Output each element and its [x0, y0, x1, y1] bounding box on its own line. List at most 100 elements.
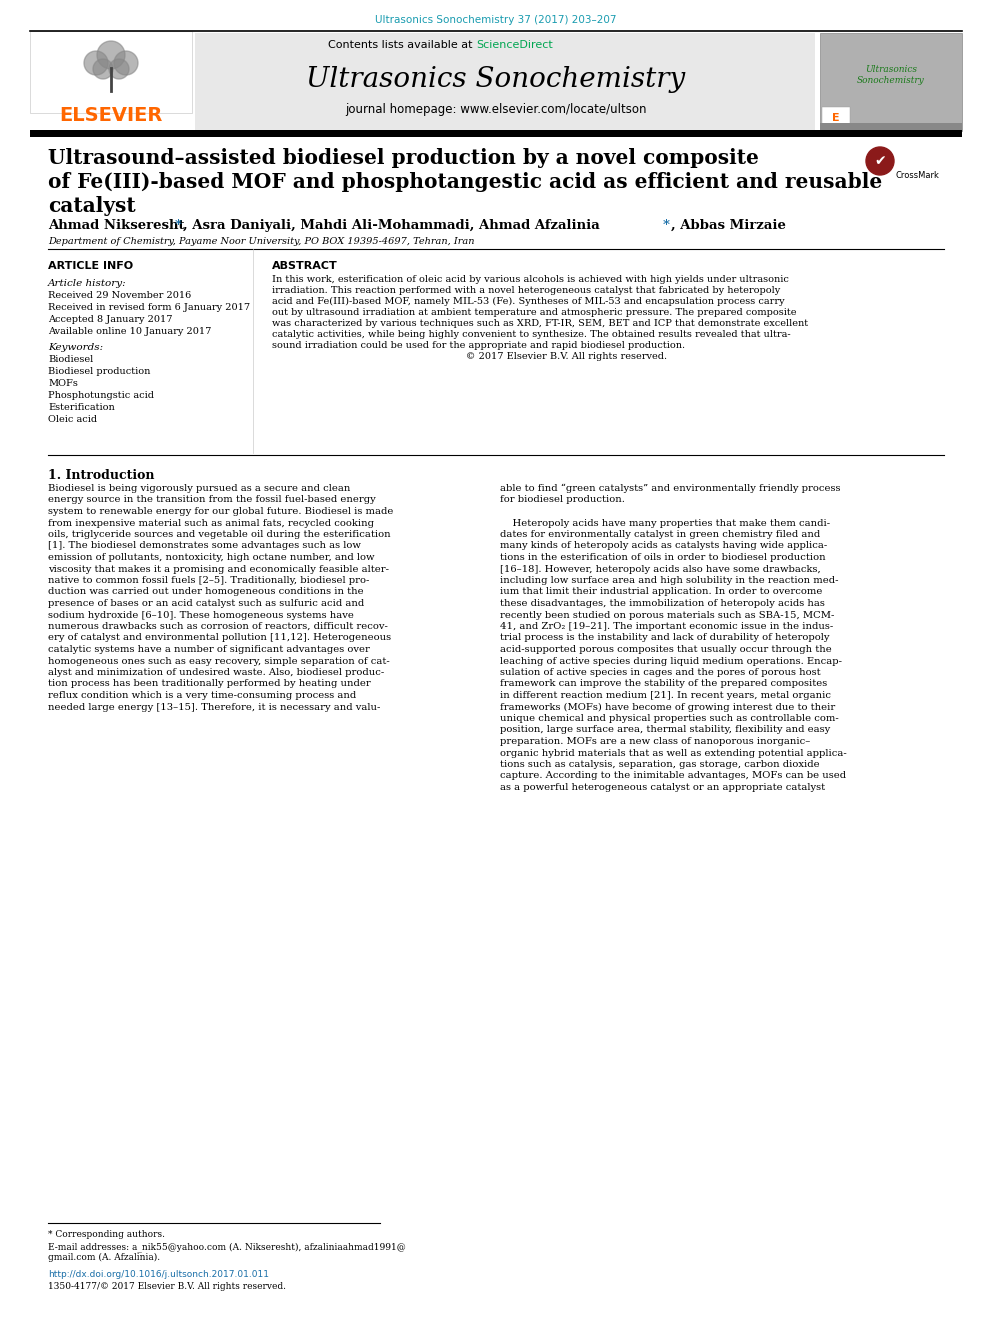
Text: , Abbas Mirzaie: , Abbas Mirzaie — [671, 220, 786, 232]
Text: many kinds of heteropoly acids as catalysts having wide applica-: many kinds of heteropoly acids as cataly… — [500, 541, 827, 550]
Text: Available online 10 January 2017: Available online 10 January 2017 — [48, 327, 211, 336]
Text: leaching of active species during liquid medium operations. Encap-: leaching of active species during liquid… — [500, 656, 842, 665]
Text: numerous drawbacks such as corrosion of reactors, difficult recov-: numerous drawbacks such as corrosion of … — [48, 622, 388, 631]
Text: MOFs: MOFs — [48, 378, 78, 388]
Text: emission of pollutants, nontoxicity, high octane number, and low: emission of pollutants, nontoxicity, hig… — [48, 553, 375, 562]
Text: energy source in the transition from the fossil fuel-based energy: energy source in the transition from the… — [48, 496, 376, 504]
Text: was characterized by various techniques such as XRD, FT-IR, SEM, BET and ICP tha: was characterized by various techniques … — [272, 319, 808, 328]
Text: E: E — [832, 112, 840, 123]
Text: Biodiesel: Biodiesel — [48, 355, 93, 364]
Text: out by ultrasound irradiation at ambient temperature and atmospheric pressure. T: out by ultrasound irradiation at ambient… — [272, 308, 797, 318]
Text: Heteropoly acids have many properties that make them candi-: Heteropoly acids have many properties th… — [500, 519, 830, 528]
Text: as a powerful heterogeneous catalyst or an appropriate catalyst: as a powerful heterogeneous catalyst or … — [500, 783, 825, 792]
Circle shape — [97, 41, 125, 69]
Text: gmail.com (A. Afzalinia).: gmail.com (A. Afzalinia). — [48, 1253, 160, 1262]
Text: journal homepage: www.elsevier.com/locate/ultson: journal homepage: www.elsevier.com/locat… — [345, 103, 647, 116]
Text: ✔: ✔ — [874, 153, 886, 168]
Text: Phosphotungstic acid: Phosphotungstic acid — [48, 392, 154, 400]
Text: tions in the esterification of oils in order to biodiesel production: tions in the esterification of oils in o… — [500, 553, 825, 562]
Text: homogeneous ones such as easy recovery, simple separation of cat-: homogeneous ones such as easy recovery, … — [48, 656, 390, 665]
Text: acid and Fe(III)-based MOF, namely MIL-53 (Fe). Syntheses of MIL-53 and encapsul: acid and Fe(III)-based MOF, namely MIL-5… — [272, 296, 785, 306]
Text: in different reaction medium [21]. In recent years, metal organic: in different reaction medium [21]. In re… — [500, 691, 831, 700]
Text: Ultrasound–assisted biodiesel production by a novel composite: Ultrasound–assisted biodiesel production… — [48, 148, 759, 168]
Text: Received 29 November 2016: Received 29 November 2016 — [48, 291, 191, 300]
Text: *: * — [175, 220, 182, 232]
Text: preparation. MOFs are a new class of nanoporous inorganic–: preparation. MOFs are a new class of nan… — [500, 737, 810, 746]
Text: recently been studied on porous materials such as SBA-15, MCM-: recently been studied on porous material… — [500, 610, 834, 619]
Bar — [820, 123, 962, 131]
Text: oils, triglyceride sources and vegetable oil during the esterification: oils, triglyceride sources and vegetable… — [48, 531, 391, 538]
Text: of Fe(III)-based MOF and phosphotangestic acid as efficient and reusable: of Fe(III)-based MOF and phosphotangesti… — [48, 172, 882, 192]
Text: from inexpensive material such as animal fats, recycled cooking: from inexpensive material such as animal… — [48, 519, 374, 528]
Bar — [822, 107, 850, 130]
Text: 1. Introduction: 1. Introduction — [48, 468, 155, 482]
Text: Department of Chemistry, Payame Noor University, PO BOX 19395-4697, Tehran, Iran: Department of Chemistry, Payame Noor Uni… — [48, 237, 474, 246]
Bar — [820, 33, 962, 131]
Text: for biodiesel production.: for biodiesel production. — [500, 496, 625, 504]
Text: tion process has been traditionally performed by heating under: tion process has been traditionally perf… — [48, 680, 371, 688]
Text: alyst and minimization of undesired waste. Also, biodiesel produc-: alyst and minimization of undesired wast… — [48, 668, 384, 677]
Text: ery of catalyst and environmental pollution [11,12]. Heterogeneous: ery of catalyst and environmental pollut… — [48, 634, 391, 643]
Text: ScienceDirect: ScienceDirect — [476, 40, 553, 50]
Text: Esterification: Esterification — [48, 404, 115, 411]
Text: catalytic systems have a number of significant advantages over: catalytic systems have a number of signi… — [48, 646, 370, 654]
Text: ium that limit their industrial application. In order to overcome: ium that limit their industrial applicat… — [500, 587, 822, 597]
Circle shape — [109, 60, 129, 79]
Text: acid-supported porous composites that usually occur through the: acid-supported porous composites that us… — [500, 646, 831, 654]
Text: * Corresponding authors.: * Corresponding authors. — [48, 1230, 165, 1240]
Text: 1350-4177/© 2017 Elsevier B.V. All rights reserved.: 1350-4177/© 2017 Elsevier B.V. All right… — [48, 1282, 286, 1291]
Circle shape — [84, 52, 108, 75]
Text: framework can improve the stability of the prepared composites: framework can improve the stability of t… — [500, 680, 827, 688]
Text: Biodiesel is being vigorously pursued as a secure and clean: Biodiesel is being vigorously pursued as… — [48, 484, 350, 493]
Text: ABSTRACT: ABSTRACT — [272, 261, 337, 271]
Text: tions such as catalysis, separation, gas storage, carbon dioxide: tions such as catalysis, separation, gas… — [500, 759, 819, 769]
Text: 41, and ZrO₂ [19–21]. The important economic issue in the indus-: 41, and ZrO₂ [19–21]. The important econ… — [500, 622, 833, 631]
Text: dates for environmentally catalyst in green chemistry filed and: dates for environmentally catalyst in gr… — [500, 531, 820, 538]
Text: presence of bases or an acid catalyst such as sulfuric acid and: presence of bases or an acid catalyst su… — [48, 599, 364, 609]
Text: Oleic acid: Oleic acid — [48, 415, 97, 423]
Text: Keywords:: Keywords: — [48, 343, 103, 352]
Text: system to renewable energy for our global future. Biodiesel is made: system to renewable energy for our globa… — [48, 507, 394, 516]
Text: Accepted 8 January 2017: Accepted 8 January 2017 — [48, 315, 173, 324]
Text: including low surface area and high solubility in the reaction med-: including low surface area and high solu… — [500, 576, 838, 585]
Bar — [30, 130, 962, 138]
Text: unique chemical and physical properties such as controllable com-: unique chemical and physical properties … — [500, 714, 839, 722]
Text: needed large energy [13–15]. Therefore, it is necessary and valu-: needed large energy [13–15]. Therefore, … — [48, 703, 380, 712]
Text: native to common fossil fuels [2–5]. Traditionally, biodiesel pro-: native to common fossil fuels [2–5]. Tra… — [48, 576, 369, 585]
Bar — [195, 33, 815, 131]
Text: Ultrasonics Sonochemistry: Ultrasonics Sonochemistry — [307, 66, 685, 93]
Text: irradiation. This reaction performed with a novel heterogeneous catalyst that fa: irradiation. This reaction performed wit… — [272, 286, 781, 295]
Text: Ahmad Nikseresht: Ahmad Nikseresht — [48, 220, 189, 232]
Circle shape — [93, 60, 113, 79]
Text: trial process is the instability and lack of durability of heteropoly: trial process is the instability and lac… — [500, 634, 829, 643]
Text: sulation of active species in cages and the pores of porous host: sulation of active species in cages and … — [500, 668, 820, 677]
Text: sodium hydroxide [6–10]. These homogeneous systems have: sodium hydroxide [6–10]. These homogeneo… — [48, 610, 354, 619]
Text: viscosity that makes it a promising and economically feasible alter-: viscosity that makes it a promising and … — [48, 565, 389, 573]
Text: © 2017 Elsevier B.V. All rights reserved.: © 2017 Elsevier B.V. All rights reserved… — [272, 352, 668, 361]
Text: catalytic activities, while being highly convenient to synthesize. The obtained : catalytic activities, while being highly… — [272, 329, 791, 339]
Text: duction was carried out under homogeneous conditions in the: duction was carried out under homogeneou… — [48, 587, 364, 597]
Text: frameworks (MOFs) have become of growing interest due to their: frameworks (MOFs) have become of growing… — [500, 703, 835, 712]
Text: catalyst: catalyst — [48, 196, 136, 216]
Text: Contents lists available at: Contents lists available at — [328, 40, 476, 50]
Text: ELSEVIER: ELSEVIER — [60, 106, 163, 124]
Text: In this work, esterification of oleic acid by various alcohols is achieved with : In this work, esterification of oleic ac… — [272, 275, 789, 284]
Text: Ultrasonics Sonochemistry 37 (2017) 203–207: Ultrasonics Sonochemistry 37 (2017) 203–… — [375, 15, 617, 25]
Text: Biodiesel production: Biodiesel production — [48, 366, 151, 376]
Text: reflux condition which is a very time-consuming process and: reflux condition which is a very time-co… — [48, 691, 356, 700]
Text: these disadvantages, the immobilization of heteropoly acids has: these disadvantages, the immobilization … — [500, 599, 825, 609]
Bar — [30, 30, 192, 112]
Text: Received in revised form 6 January 2017: Received in revised form 6 January 2017 — [48, 303, 250, 312]
Text: ARTICLE INFO: ARTICLE INFO — [48, 261, 133, 271]
Text: able to find “green catalysts” and environmentally friendly process: able to find “green catalysts” and envir… — [500, 484, 840, 493]
Text: position, large surface area, thermal stability, flexibility and easy: position, large surface area, thermal st… — [500, 725, 830, 734]
Text: [1]. The biodiesel demonstrates some advantages such as low: [1]. The biodiesel demonstrates some adv… — [48, 541, 361, 550]
Text: , Asra Daniyali, Mahdi Ali-Mohammadi, Ahmad Afzalinia: , Asra Daniyali, Mahdi Ali-Mohammadi, Ah… — [183, 220, 604, 232]
Text: http://dx.doi.org/10.1016/j.ultsonch.2017.01.011: http://dx.doi.org/10.1016/j.ultsonch.201… — [48, 1270, 269, 1279]
Text: sound irradiation could be used for the appropriate and rapid biodiesel producti: sound irradiation could be used for the … — [272, 341, 685, 351]
Text: CrossMark: CrossMark — [895, 171, 938, 180]
Text: organic hybrid materials that as well as extending potential applica-: organic hybrid materials that as well as… — [500, 749, 847, 758]
Text: Ultrasonics
Sonochemistry: Ultrasonics Sonochemistry — [857, 65, 925, 85]
Text: Article history:: Article history: — [48, 279, 127, 288]
Text: capture. According to the inimitable advantages, MOFs can be used: capture. According to the inimitable adv… — [500, 771, 846, 781]
